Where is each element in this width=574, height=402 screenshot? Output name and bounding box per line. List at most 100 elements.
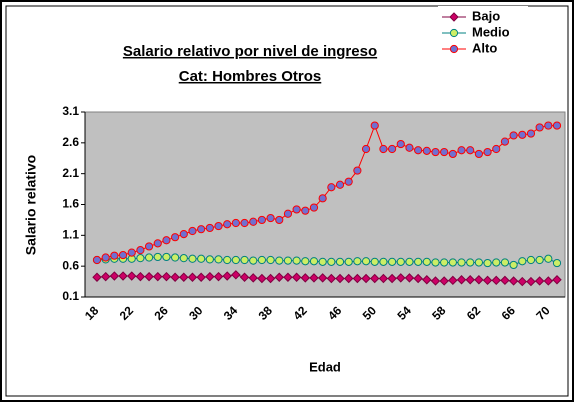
data-point <box>92 272 102 282</box>
data-point <box>205 271 215 282</box>
legend-marker <box>449 12 459 22</box>
data-point <box>100 271 111 282</box>
data-point <box>136 246 145 255</box>
data-point <box>239 272 250 282</box>
data-point <box>552 258 562 268</box>
data-point <box>127 271 137 281</box>
data-point <box>214 221 223 231</box>
legend-label: Alto <box>472 40 497 55</box>
data-point <box>118 250 128 260</box>
x-axis-label: Edad <box>309 359 341 374</box>
data-point <box>414 146 423 155</box>
data-point <box>396 273 406 283</box>
legend-label: Bajo <box>472 8 500 23</box>
data-point <box>109 271 120 281</box>
data-point <box>257 273 267 284</box>
data-point <box>535 123 544 132</box>
data-point <box>291 272 302 282</box>
data-point <box>309 203 319 212</box>
data-point <box>474 258 483 267</box>
plot-area <box>84 111 566 298</box>
data-point <box>544 254 553 263</box>
data-point <box>205 255 214 264</box>
data-point <box>370 257 379 266</box>
data-point <box>292 256 301 265</box>
data-point <box>135 271 146 282</box>
data-point <box>509 260 518 270</box>
data-point <box>92 255 102 265</box>
data-point <box>196 272 206 282</box>
data-point <box>500 258 510 267</box>
data-point <box>353 166 362 175</box>
data-point <box>197 254 206 263</box>
data-point <box>448 149 457 159</box>
data-point <box>275 215 284 225</box>
data-point <box>466 146 475 155</box>
y-tick-label: 2.6 <box>62 135 79 149</box>
data-point <box>283 209 293 218</box>
data-point <box>327 183 336 192</box>
data-point <box>361 273 371 284</box>
data-point <box>335 273 345 284</box>
data-point <box>439 276 449 286</box>
data-point <box>535 255 544 265</box>
data-point <box>431 258 440 267</box>
data-point <box>422 275 432 285</box>
data-point <box>275 256 284 265</box>
data-point <box>492 258 501 267</box>
data-point <box>283 256 293 265</box>
data-point <box>266 213 275 223</box>
data-point <box>344 257 353 266</box>
data-point <box>170 272 180 282</box>
data-point <box>240 255 249 265</box>
data-point <box>257 255 267 265</box>
data-point <box>309 273 319 283</box>
data-point <box>266 255 275 265</box>
data-point <box>343 273 354 284</box>
chart-subtitle: Cat: Hombres Otros <box>179 68 322 85</box>
y-tick-label: 0.1 <box>62 289 79 303</box>
data-point <box>179 272 189 282</box>
data-point <box>188 226 197 236</box>
data-point <box>249 217 258 226</box>
data-point <box>422 146 431 155</box>
data-point <box>396 257 405 266</box>
data-point <box>370 273 380 284</box>
data-point <box>110 251 119 260</box>
data-point <box>474 275 484 285</box>
data-point <box>162 252 171 262</box>
data-point <box>309 257 319 266</box>
data-point <box>317 273 328 283</box>
data-point <box>300 273 311 283</box>
data-point <box>404 273 415 283</box>
legend-marker <box>449 28 459 38</box>
data-point <box>292 205 301 214</box>
data-point <box>353 257 362 266</box>
data-point <box>483 147 492 157</box>
data-point <box>223 255 232 265</box>
data-point <box>440 258 449 267</box>
data-point <box>422 257 431 266</box>
data-point <box>544 121 553 130</box>
data-point <box>361 144 371 154</box>
data-point <box>301 257 310 266</box>
data-point <box>448 275 458 286</box>
data-point <box>222 271 232 281</box>
data-point <box>240 218 249 228</box>
data-point <box>430 276 441 286</box>
y-tick-label: 0.6 <box>62 258 79 272</box>
data-point <box>179 254 188 263</box>
data-point <box>457 258 466 267</box>
y-tick-label: 3.1 <box>62 104 79 118</box>
data-point <box>187 272 198 282</box>
data-point <box>492 144 501 154</box>
data-point <box>378 273 389 284</box>
data-point <box>379 144 388 154</box>
data-point <box>136 254 145 263</box>
data-point <box>431 147 440 157</box>
data-point <box>248 273 258 283</box>
data-point <box>153 252 162 262</box>
data-point <box>518 130 527 139</box>
data-point <box>171 253 180 262</box>
